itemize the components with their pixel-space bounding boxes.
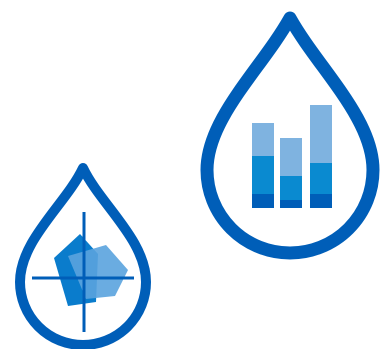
small-drop-icon [15,163,151,349]
bar-segment [280,200,302,208]
bar-segment [280,176,302,200]
bar-segment [310,105,332,163]
bar-segment [252,123,274,156]
bar-segment [280,138,302,176]
drop-outline [200,11,380,260]
large-drop-icon [200,11,380,260]
bar-segment [252,194,274,208]
bar-segment [252,156,274,194]
drop-outline [15,163,151,349]
bar-segment [310,163,332,194]
bar-segment [310,194,332,208]
